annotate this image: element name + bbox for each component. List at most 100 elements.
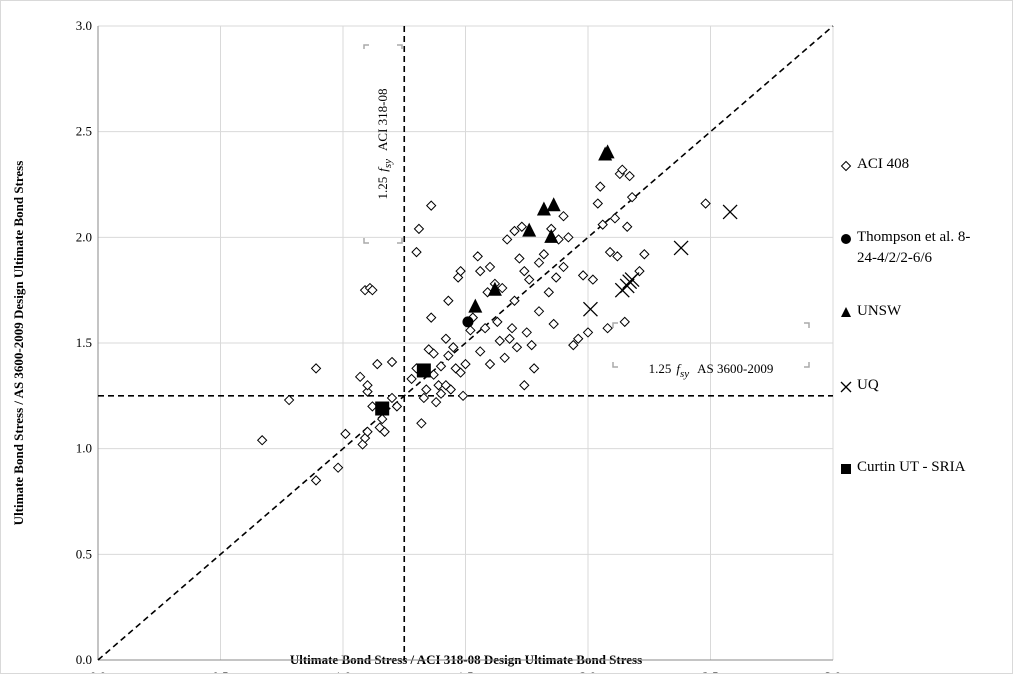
marker xyxy=(492,316,503,328)
marker xyxy=(522,222,537,237)
x-tick-label: 0.5 xyxy=(212,669,228,673)
annotation-symbol: f xyxy=(676,361,682,376)
marker xyxy=(624,272,640,288)
marker xyxy=(484,358,496,370)
marker xyxy=(425,312,437,323)
marker xyxy=(604,246,616,258)
marker xyxy=(523,274,535,285)
marker xyxy=(511,342,523,353)
y-tick-label: 3.0 xyxy=(76,18,92,33)
marker xyxy=(494,335,506,347)
marker xyxy=(406,373,417,385)
marker xyxy=(386,392,398,404)
marker xyxy=(501,234,513,245)
marker xyxy=(597,219,608,230)
annotation-subscript: sy xyxy=(680,368,689,380)
marker xyxy=(840,381,852,393)
annotation-value: 1.25 xyxy=(649,361,672,376)
marker xyxy=(516,221,528,232)
marker xyxy=(433,380,444,391)
annotation: 1.25 fsy AS 3600-2009 xyxy=(649,361,774,380)
marker xyxy=(841,307,851,317)
marker xyxy=(310,475,322,486)
marker xyxy=(509,225,520,237)
marker xyxy=(497,282,508,294)
x-tick-label: 2.5 xyxy=(702,669,718,673)
marker xyxy=(582,301,598,317)
marker xyxy=(425,200,437,211)
marker xyxy=(421,384,432,395)
marker xyxy=(514,253,525,264)
marker xyxy=(457,390,469,402)
marker xyxy=(519,380,530,391)
annotation-value: 1.25 xyxy=(375,177,390,200)
marker xyxy=(533,257,545,268)
marker xyxy=(379,426,390,437)
marker xyxy=(455,367,466,378)
marker xyxy=(582,327,594,338)
marker xyxy=(435,361,447,372)
legend-label: UQ xyxy=(857,377,879,393)
annotation-subscript: sy xyxy=(382,159,394,168)
marker xyxy=(528,363,540,374)
marker xyxy=(484,261,496,273)
marker xyxy=(639,249,650,260)
marker xyxy=(621,221,633,232)
legend-label: UNSW xyxy=(857,303,902,319)
marker xyxy=(362,380,373,391)
marker xyxy=(443,350,454,361)
marker xyxy=(602,322,613,334)
marker xyxy=(462,316,474,328)
marker xyxy=(617,164,628,175)
marker xyxy=(558,261,569,273)
legend-item: ACI 408 xyxy=(839,154,999,175)
marker xyxy=(448,342,459,353)
marker xyxy=(519,265,530,277)
marker xyxy=(504,333,515,344)
marker xyxy=(600,144,615,159)
marker xyxy=(455,265,466,277)
marker xyxy=(418,392,430,404)
marker xyxy=(375,401,390,416)
marker xyxy=(474,346,486,357)
annotation-text: ACI 318-08 xyxy=(375,88,390,150)
marker xyxy=(700,198,711,209)
marker xyxy=(526,339,537,351)
marker xyxy=(411,246,422,258)
x-tick-label: 1.0 xyxy=(335,669,351,673)
x-tick-label: 0.0 xyxy=(90,669,106,673)
marker xyxy=(577,270,589,281)
marker xyxy=(550,272,562,283)
marker xyxy=(499,352,510,364)
marker xyxy=(391,401,403,412)
y-tick-label: 0.5 xyxy=(76,546,92,561)
marker xyxy=(673,240,689,256)
marker xyxy=(428,348,439,359)
marker xyxy=(340,428,351,440)
marker xyxy=(332,462,344,473)
marker xyxy=(572,333,584,344)
marker xyxy=(619,316,630,328)
marker xyxy=(460,358,471,370)
marker xyxy=(624,170,635,182)
marker xyxy=(841,464,851,474)
marker xyxy=(430,396,442,408)
x-tick-label: 2.0 xyxy=(580,669,596,673)
legend-marker xyxy=(841,307,851,317)
marker xyxy=(474,265,486,277)
marker xyxy=(509,295,520,306)
marker xyxy=(310,363,322,374)
marker xyxy=(521,327,532,338)
marker xyxy=(440,333,452,344)
marker xyxy=(413,223,425,235)
marker xyxy=(619,278,635,294)
y-axis-title: Ultimate Bond Stress / AS 3600-2009 Desi… xyxy=(11,161,26,526)
legend-item: Curtin UT - SRIA xyxy=(839,457,999,478)
marker xyxy=(568,339,579,351)
marker xyxy=(595,181,606,192)
marker xyxy=(548,318,559,330)
marker xyxy=(840,160,852,172)
legend-marker xyxy=(840,381,852,393)
